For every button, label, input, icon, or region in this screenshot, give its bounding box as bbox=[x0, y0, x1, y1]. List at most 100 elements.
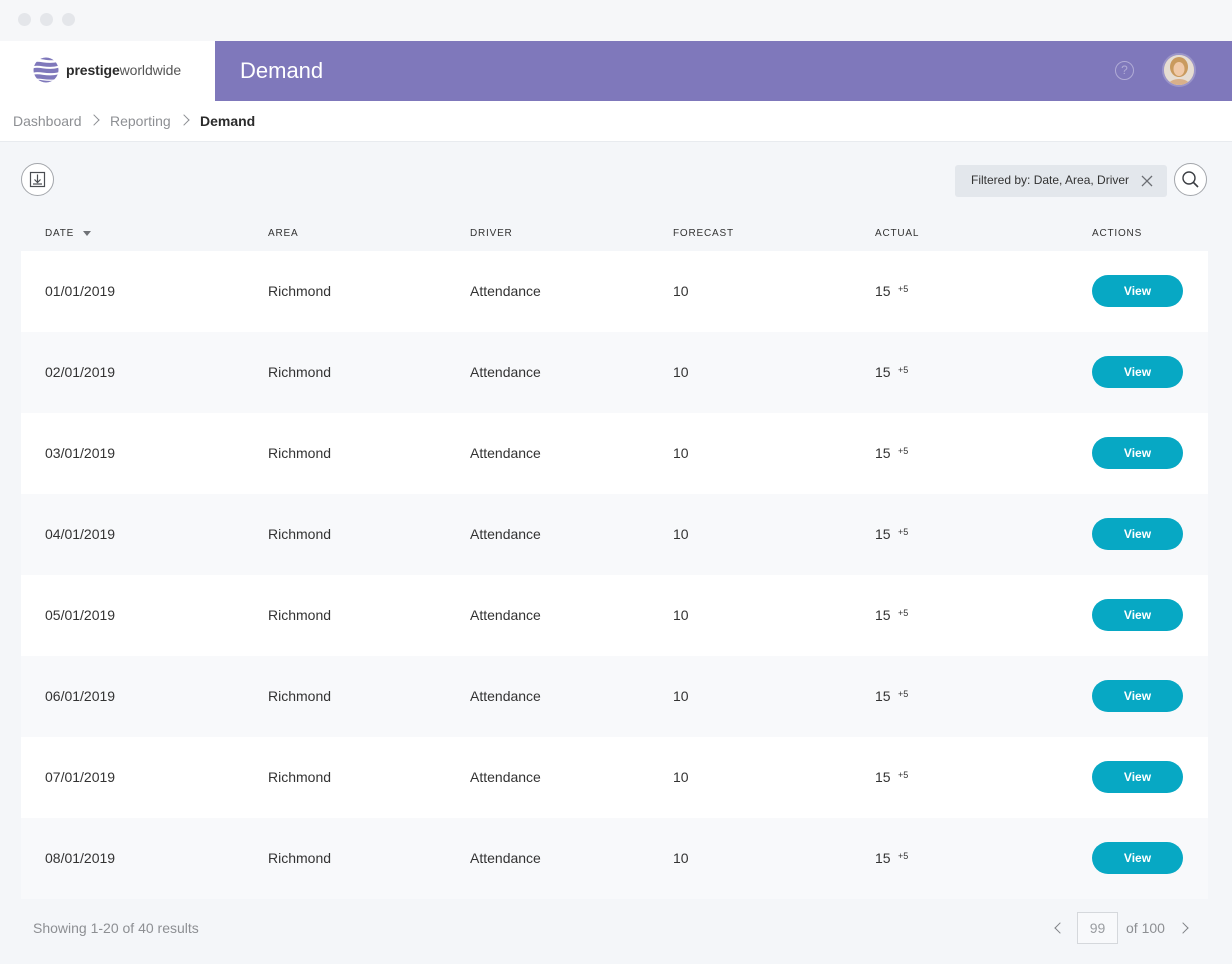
cell-actual: 15 bbox=[875, 850, 891, 866]
actual-delta: +5 bbox=[898, 770, 909, 780]
cell-area: Richmond bbox=[268, 850, 332, 866]
table-row: 08/01/2019 Richmond Attendance 10 15 +5 … bbox=[21, 818, 1208, 899]
actual-delta: +5 bbox=[898, 365, 909, 375]
cell-driver: Attendance bbox=[470, 607, 541, 623]
breadcrumb: Dashboard Reporting Demand bbox=[0, 101, 1232, 142]
view-button[interactable]: View bbox=[1092, 599, 1183, 631]
brand-logo[interactable]: prestigeworldwide bbox=[0, 41, 215, 101]
cell-driver: Attendance bbox=[470, 850, 541, 866]
avatar[interactable] bbox=[1162, 53, 1196, 87]
brand-name: prestigeworldwide bbox=[66, 62, 182, 78]
page-number-input[interactable]: 99 bbox=[1077, 912, 1118, 944]
search-icon bbox=[1182, 171, 1199, 188]
cell-date: 02/01/2019 bbox=[45, 364, 116, 380]
column-header-area[interactable]: AREA bbox=[268, 228, 299, 239]
view-button[interactable]: View bbox=[1092, 275, 1183, 307]
sort-down-icon[interactable] bbox=[83, 231, 91, 236]
column-header-actual[interactable]: ACTUAL bbox=[875, 228, 920, 239]
table-row: 07/01/2019 Richmond Attendance 10 15 +5 … bbox=[21, 737, 1208, 818]
cell-driver: Attendance bbox=[470, 526, 541, 542]
close-icon[interactable] bbox=[1139, 173, 1155, 189]
breadcrumb-demand: Demand bbox=[200, 113, 256, 129]
download-icon bbox=[29, 171, 46, 188]
user-avatar-image bbox=[1164, 55, 1194, 85]
cell-forecast: 10 bbox=[673, 526, 689, 542]
cell-actual: 15 bbox=[875, 607, 891, 623]
cell-forecast: 10 bbox=[673, 688, 689, 704]
cell-date: 08/01/2019 bbox=[45, 850, 116, 866]
cell-forecast: 10 bbox=[673, 364, 689, 380]
filter-chip[interactable]: Filtered by: Date, Area, Driver bbox=[955, 165, 1167, 197]
window-minimize-button[interactable] bbox=[40, 13, 53, 26]
cell-area: Richmond bbox=[268, 283, 332, 299]
view-button[interactable]: View bbox=[1092, 761, 1183, 793]
chevron-left-icon[interactable] bbox=[1054, 922, 1066, 934]
actual-delta: +5 bbox=[898, 284, 909, 294]
cell-date: 01/01/2019 bbox=[45, 283, 116, 299]
search-button[interactable] bbox=[1174, 163, 1207, 196]
window-maximize-button[interactable] bbox=[62, 13, 75, 26]
cell-area: Richmond bbox=[268, 445, 332, 461]
cell-area: Richmond bbox=[268, 769, 332, 785]
cell-forecast: 10 bbox=[673, 850, 689, 866]
cell-driver: Attendance bbox=[470, 769, 541, 785]
chevron-right-icon[interactable] bbox=[1177, 922, 1189, 934]
cell-actual: 15 bbox=[875, 364, 891, 380]
window-titlebar bbox=[0, 0, 1232, 41]
page-total-label: of 100 bbox=[1126, 920, 1165, 936]
chevron-right-icon bbox=[88, 114, 100, 126]
cell-area: Richmond bbox=[268, 688, 332, 704]
cell-actual: 15 bbox=[875, 688, 891, 704]
cell-date: 03/01/2019 bbox=[45, 445, 116, 461]
cell-forecast: 10 bbox=[673, 607, 689, 623]
cell-date: 07/01/2019 bbox=[45, 769, 116, 785]
breadcrumb-dashboard[interactable]: Dashboard bbox=[13, 113, 82, 129]
cell-area: Richmond bbox=[268, 526, 332, 542]
cell-date: 06/01/2019 bbox=[45, 688, 116, 704]
cell-actual: 15 bbox=[875, 526, 891, 542]
window-close-button[interactable] bbox=[18, 13, 31, 26]
cell-date: 04/01/2019 bbox=[45, 526, 116, 542]
chevron-right-icon bbox=[178, 114, 190, 126]
table-row: 03/01/2019 Richmond Attendance 10 15 +5 … bbox=[21, 413, 1208, 494]
actual-delta: +5 bbox=[898, 527, 909, 537]
results-summary: Showing 1-20 of 40 results bbox=[33, 920, 199, 936]
column-header-driver[interactable]: DRIVER bbox=[470, 228, 513, 239]
page-header: Demand ? bbox=[215, 41, 1232, 101]
column-header-date[interactable]: DATE bbox=[45, 228, 75, 239]
cell-actual: 15 bbox=[875, 283, 891, 299]
cell-actual: 15 bbox=[875, 769, 891, 785]
actual-delta: +5 bbox=[898, 851, 909, 861]
cell-date: 05/01/2019 bbox=[45, 607, 116, 623]
cell-actual: 15 bbox=[875, 445, 891, 461]
globe-stripes-icon bbox=[33, 57, 59, 83]
cell-forecast: 10 bbox=[673, 283, 689, 299]
cell-driver: Attendance bbox=[470, 364, 541, 380]
cell-area: Richmond bbox=[268, 607, 332, 623]
table-row: 01/01/2019 Richmond Attendance 10 15 +5 … bbox=[21, 251, 1208, 332]
cell-area: Richmond bbox=[268, 364, 332, 380]
page-title: Demand bbox=[240, 58, 324, 83]
table-row: 06/01/2019 Richmond Attendance 10 15 +5 … bbox=[21, 656, 1208, 737]
download-button[interactable] bbox=[21, 163, 54, 196]
view-button[interactable]: View bbox=[1092, 518, 1183, 550]
column-header-actions: ACTIONS bbox=[1092, 228, 1143, 239]
view-button[interactable]: View bbox=[1092, 437, 1183, 469]
table-row: 02/01/2019 Richmond Attendance 10 15 +5 … bbox=[21, 332, 1208, 413]
view-button[interactable]: View bbox=[1092, 842, 1183, 874]
breadcrumb-reporting[interactable]: Reporting bbox=[110, 113, 171, 129]
view-button[interactable]: View bbox=[1092, 680, 1183, 712]
cell-driver: Attendance bbox=[470, 445, 541, 461]
actual-delta: +5 bbox=[898, 608, 909, 618]
view-button[interactable]: View bbox=[1092, 356, 1183, 388]
cell-driver: Attendance bbox=[470, 688, 541, 704]
table-row: 04/01/2019 Richmond Attendance 10 15 +5 … bbox=[21, 494, 1208, 575]
filter-label: Filtered by: Date, Area, Driver bbox=[971, 173, 1130, 187]
actual-delta: +5 bbox=[898, 446, 909, 456]
column-header-forecast[interactable]: FORECAST bbox=[673, 228, 734, 239]
cell-forecast: 10 bbox=[673, 445, 689, 461]
table-row: 05/01/2019 Richmond Attendance 10 15 +5 … bbox=[21, 575, 1208, 656]
cell-forecast: 10 bbox=[673, 769, 689, 785]
question-circle-icon[interactable]: ? bbox=[1115, 61, 1134, 80]
actual-delta: +5 bbox=[898, 689, 909, 699]
